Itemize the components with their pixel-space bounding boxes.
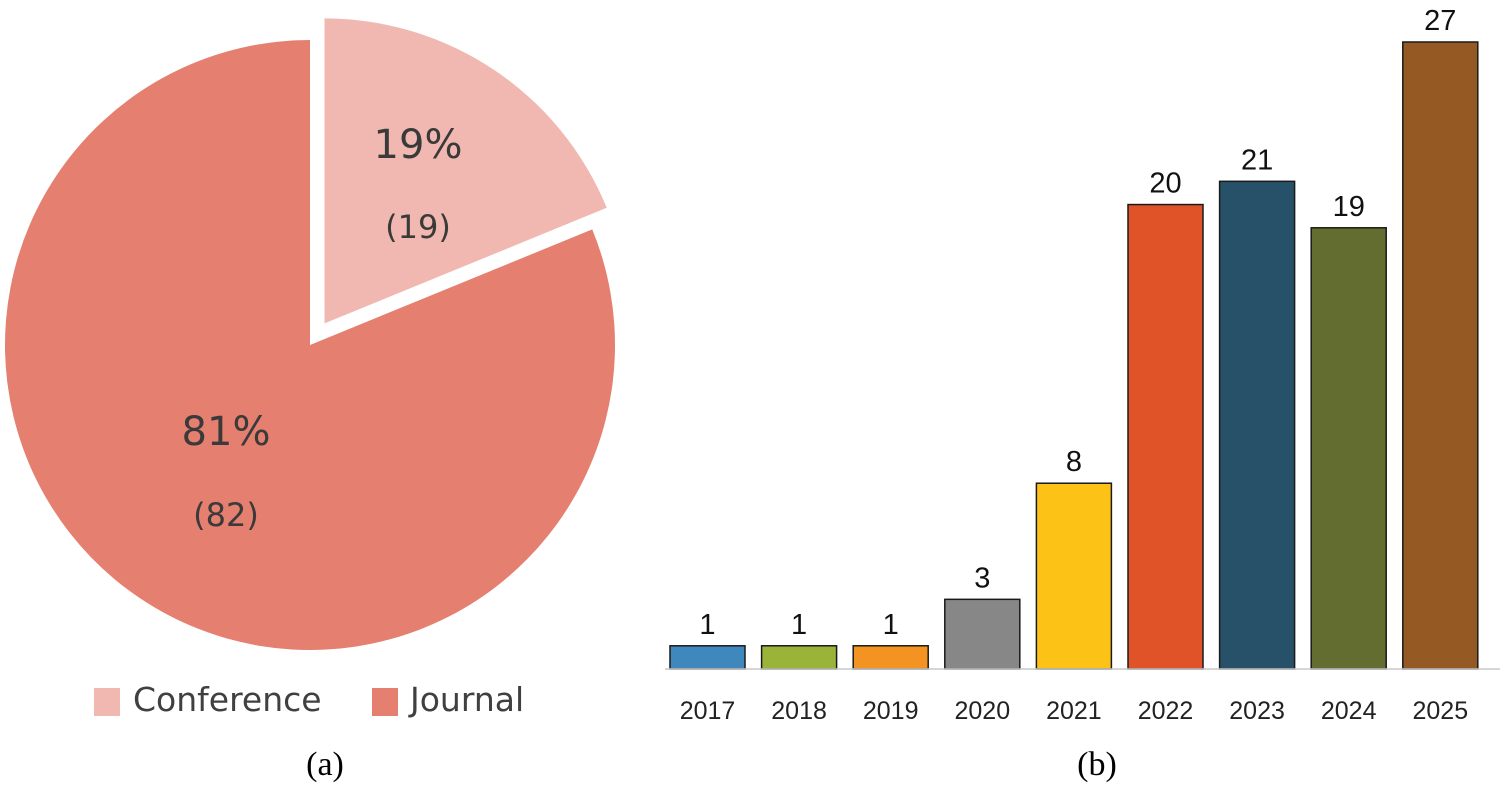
bar-value-label-2023: 21	[1241, 144, 1273, 176]
bar-2017	[669, 645, 746, 670]
conference-percent-label: 19%	[374, 122, 463, 168]
pie-legend: Conference Journal	[94, 680, 524, 719]
x-tick-label-2025: 2025	[1412, 697, 1468, 725]
legend-swatch-conference	[94, 688, 120, 716]
panel-label-b: (b)	[1077, 746, 1117, 783]
bar-2024	[1310, 227, 1387, 670]
x-tick-label-2021: 2021	[1046, 697, 1102, 725]
legend-label-journal: Journal	[408, 680, 524, 719]
x-tick-label-2018: 2018	[771, 697, 827, 725]
pie-chart: 19% (19) 81% (82) Conference Journal (a)	[4, 18, 615, 783]
pie-slices	[4, 18, 615, 651]
pie-slice-journal	[4, 40, 615, 651]
bar-2020	[944, 598, 1021, 670]
bar-value-label-2020: 3	[974, 562, 990, 594]
legend-label-conference: Conference	[133, 680, 322, 719]
bar-value-label-2022: 20	[1149, 168, 1181, 200]
bar-value-label-2024: 19	[1333, 191, 1365, 223]
bar-2022	[1127, 203, 1204, 670]
x-tick-label-2020: 2020	[954, 697, 1010, 725]
conference-count-label: (19)	[385, 208, 451, 246]
x-tick-label-2023: 2023	[1229, 697, 1285, 725]
bar-value-labels: 1 1 1 3 8 20 21 19 27	[699, 5, 1456, 641]
bar-value-label-2018: 1	[791, 609, 807, 641]
bar-2021	[1035, 482, 1113, 670]
bar-value-label-2017: 1	[699, 609, 715, 641]
panel-label-a: (a)	[306, 746, 344, 783]
x-tick-label-2017: 2017	[680, 697, 736, 725]
x-tick-label-2019: 2019	[863, 697, 919, 725]
bar-value-label-2019: 1	[883, 609, 899, 641]
bar-2023	[1218, 180, 1296, 670]
bar-2025	[1402, 41, 1479, 670]
x-tick-label-2022: 2022	[1138, 697, 1194, 725]
journal-count-label: (82)	[193, 496, 259, 534]
journal-percent-label: 81%	[182, 409, 271, 455]
pie-slice-conference	[324, 18, 607, 324]
bar-2019	[852, 645, 929, 670]
bar-2018	[760, 645, 838, 670]
bar-value-label-2021: 8	[1066, 446, 1082, 478]
x-tick-label-2024: 2024	[1321, 697, 1377, 725]
bars	[669, 41, 1479, 670]
legend-swatch-journal	[372, 688, 398, 716]
bar-value-label-2025: 27	[1424, 5, 1456, 37]
x-tick-labels: 2017 2018 2019 2020 2021 2022 2023 2024 2025	[680, 697, 1468, 725]
